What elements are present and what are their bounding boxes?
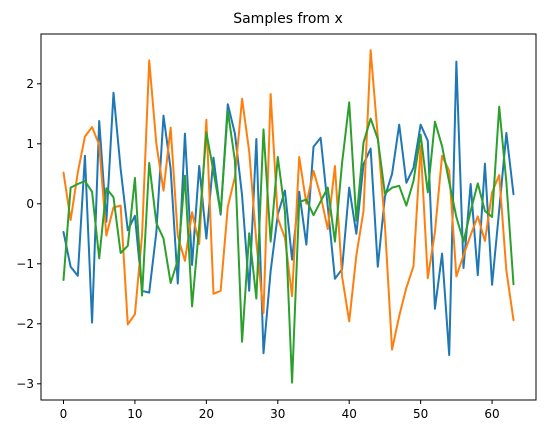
y-tick-label: −3 — [16, 377, 34, 391]
y-tick-label: 2 — [26, 77, 34, 91]
y-tick-label: −1 — [16, 257, 34, 271]
series-line-2 — [62, 49, 515, 351]
x-tick-label: 40 — [342, 407, 357, 421]
y-tick-label: −2 — [16, 317, 34, 331]
x-tick-label: 10 — [127, 407, 142, 421]
x-tick-label: 20 — [199, 407, 214, 421]
y-axis: −3 −2 −1 0 1 2 — [16, 77, 41, 391]
x-axis: 0 10 20 30 40 50 60 — [60, 400, 500, 421]
series-layer — [62, 49, 515, 384]
plot-frame — [40, 33, 537, 401]
y-tick-label: 1 — [26, 137, 34, 151]
x-tick-label: 30 — [270, 407, 285, 421]
x-tick-label: 50 — [413, 407, 428, 421]
x-tick-label: 0 — [60, 407, 68, 421]
series-line-3 — [62, 101, 515, 384]
y-tick-label: 0 — [26, 197, 34, 211]
x-tick-label: 60 — [484, 407, 499, 421]
chart-title: Samples from x — [233, 11, 343, 27]
